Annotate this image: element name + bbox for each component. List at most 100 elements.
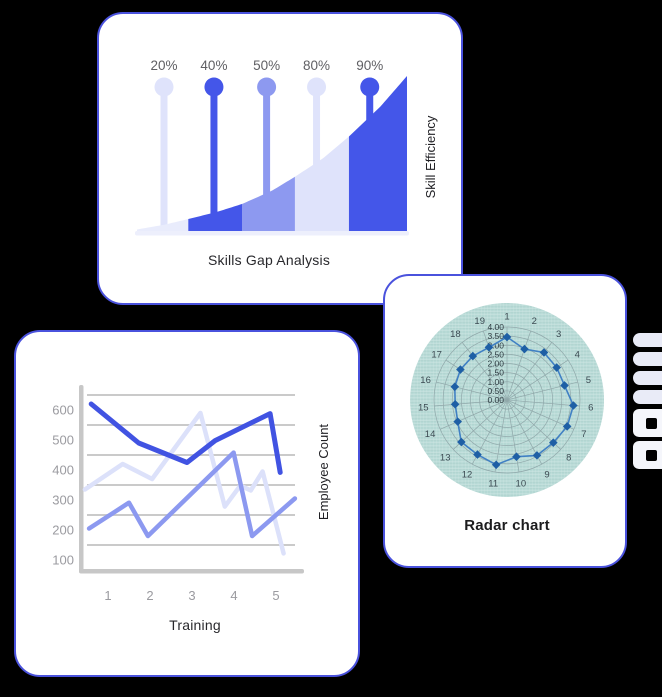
edge-glyph-square-hole	[646, 449, 657, 461]
edge-glyph-square	[633, 409, 662, 437]
training-y-axis-label: Employee Count	[316, 423, 331, 521]
radar-category-label: 13	[440, 452, 451, 463]
radar-category-label: 18	[450, 329, 461, 340]
y-tick-label: 100	[52, 553, 74, 568]
radar-tick-label: 4.00	[487, 322, 504, 332]
radar-spoke	[440, 399, 508, 430]
y-axis-line	[79, 385, 84, 573]
x-tick-label: 3	[188, 588, 195, 603]
edge-glyph-bar	[633, 352, 662, 366]
radar-tick-label: 0.50	[487, 386, 504, 396]
radar-tick-label: 2.00	[487, 359, 504, 369]
x-tick-label: 4	[230, 588, 237, 603]
area-segment	[188, 203, 243, 231]
lollipop-label: 20%	[150, 58, 177, 73]
radar-category-label: 1	[504, 312, 509, 323]
skills-chart-title: Skills Gap Analysis	[207, 252, 331, 268]
radar-category-label: 10	[516, 478, 527, 489]
x-axis-line	[79, 569, 304, 574]
radar-marker	[491, 460, 501, 470]
lollipop-label: 90%	[356, 58, 383, 73]
radar-marker	[450, 399, 460, 409]
x-tick-label: 5	[272, 588, 279, 603]
radar-tick-label: 2.50	[487, 349, 504, 359]
skills-gap-chart: 20% 40% 50% 80% 90%	[135, 58, 409, 236]
radar-spoke	[445, 359, 508, 401]
radar-tick-label: 0.00	[487, 395, 504, 405]
radar-marker	[549, 438, 558, 447]
radar-tick-label: 1.00	[487, 377, 504, 387]
skills-gap-card: 20% 40% 50% 80% 90% Skills Gap Analysis Skil…	[97, 12, 463, 305]
y-tick-label: 600	[52, 403, 74, 418]
lollipop-stem	[210, 87, 218, 231]
radar-spoke	[482, 330, 508, 401]
lollipop-label: 40%	[200, 58, 227, 73]
edge-glyph-square-hole	[646, 417, 657, 429]
radar-category-label: 15	[418, 402, 429, 413]
radar-tick-label: 1.50	[487, 368, 504, 378]
radar-marker	[473, 450, 482, 459]
radar-category-label: 6	[588, 402, 593, 413]
radar-category-label: 4	[575, 350, 580, 361]
radar-chart: 0.000.501.001.502.002.503.003.504.001 234…	[410, 303, 604, 497]
area-segment	[294, 136, 349, 231]
radar-category-label: 3	[556, 329, 561, 340]
y-tick-label: 300	[52, 493, 74, 508]
radar-spoke	[461, 342, 508, 401]
radar-marker	[569, 401, 578, 410]
radar-marker	[520, 344, 529, 354]
radar-chart-title: Radar chart	[464, 517, 550, 534]
lollipop-head	[307, 77, 327, 97]
radar-spoke	[506, 399, 580, 407]
radar-marker	[562, 422, 572, 431]
lollipop-stem	[160, 87, 168, 231]
radar-category-label: 8	[566, 452, 571, 463]
radar-card: 0.00 0.50 1.00 1.50 2.00 2.50 3.00 3.50 4.00 1 2 3 4…	[383, 274, 627, 568]
radar-tick-label: 3.00	[487, 340, 504, 350]
radar-category-label: 2	[532, 316, 537, 327]
radar-category-label: 19	[474, 316, 485, 327]
radar-marker	[502, 332, 512, 342]
radar-marker	[532, 451, 542, 460]
radar-category-label: 17	[431, 350, 442, 361]
series-light	[82, 410, 286, 556]
radar-category-label: 9	[544, 469, 549, 480]
x-tick-label: 1	[104, 588, 111, 603]
radar-category-label: 12	[462, 469, 473, 480]
lollipop-label: 50%	[253, 58, 280, 73]
lollipop-head	[257, 77, 277, 97]
radar-spoke	[434, 399, 508, 407]
radar-category-label: 16	[420, 375, 431, 386]
x-tick-label: 2	[146, 588, 153, 603]
edge-glyph-bar	[633, 333, 662, 347]
edge-glyph-bar	[633, 371, 662, 385]
training-card: 600 500 400 300 200 100 1 2 3 4 5 Training Employe…	[14, 330, 360, 677]
lollipop-head	[154, 77, 174, 97]
baseline-strip	[135, 231, 409, 236]
radar-tick-label: 3.50	[487, 331, 504, 341]
series-dark	[88, 401, 283, 475]
training-x-axis-title: Training	[169, 617, 221, 633]
training-line-chart: 600 500 400 300 200 100 1 2 3 4 5	[52, 385, 304, 603]
radar-marker	[457, 437, 466, 447]
radar-category-label: 14	[425, 429, 436, 440]
series-medium	[86, 450, 298, 539]
y-tick-label: 200	[52, 523, 74, 538]
edge-glyph-square	[633, 441, 662, 469]
radar-category-label: 5	[586, 375, 591, 386]
y-tick-label: 500	[52, 433, 74, 448]
radar-category-label: 7	[581, 429, 586, 440]
skills-y-axis-label: Skill Efficiency	[423, 115, 438, 199]
radar-spoke	[506, 399, 574, 430]
radar-category-label: 11	[488, 478, 498, 489]
lollipop-head	[360, 77, 380, 97]
y-tick-label: 400	[52, 463, 74, 478]
edge-glyph-bar	[633, 390, 662, 404]
radar-spoke	[436, 381, 508, 401]
radar-marker	[512, 452, 521, 462]
area-segment	[242, 176, 295, 231]
lollipop-head	[204, 77, 224, 97]
clipped-edge-decoration	[633, 333, 662, 473]
area-segment	[348, 76, 407, 231]
radar-marker	[552, 363, 561, 372]
